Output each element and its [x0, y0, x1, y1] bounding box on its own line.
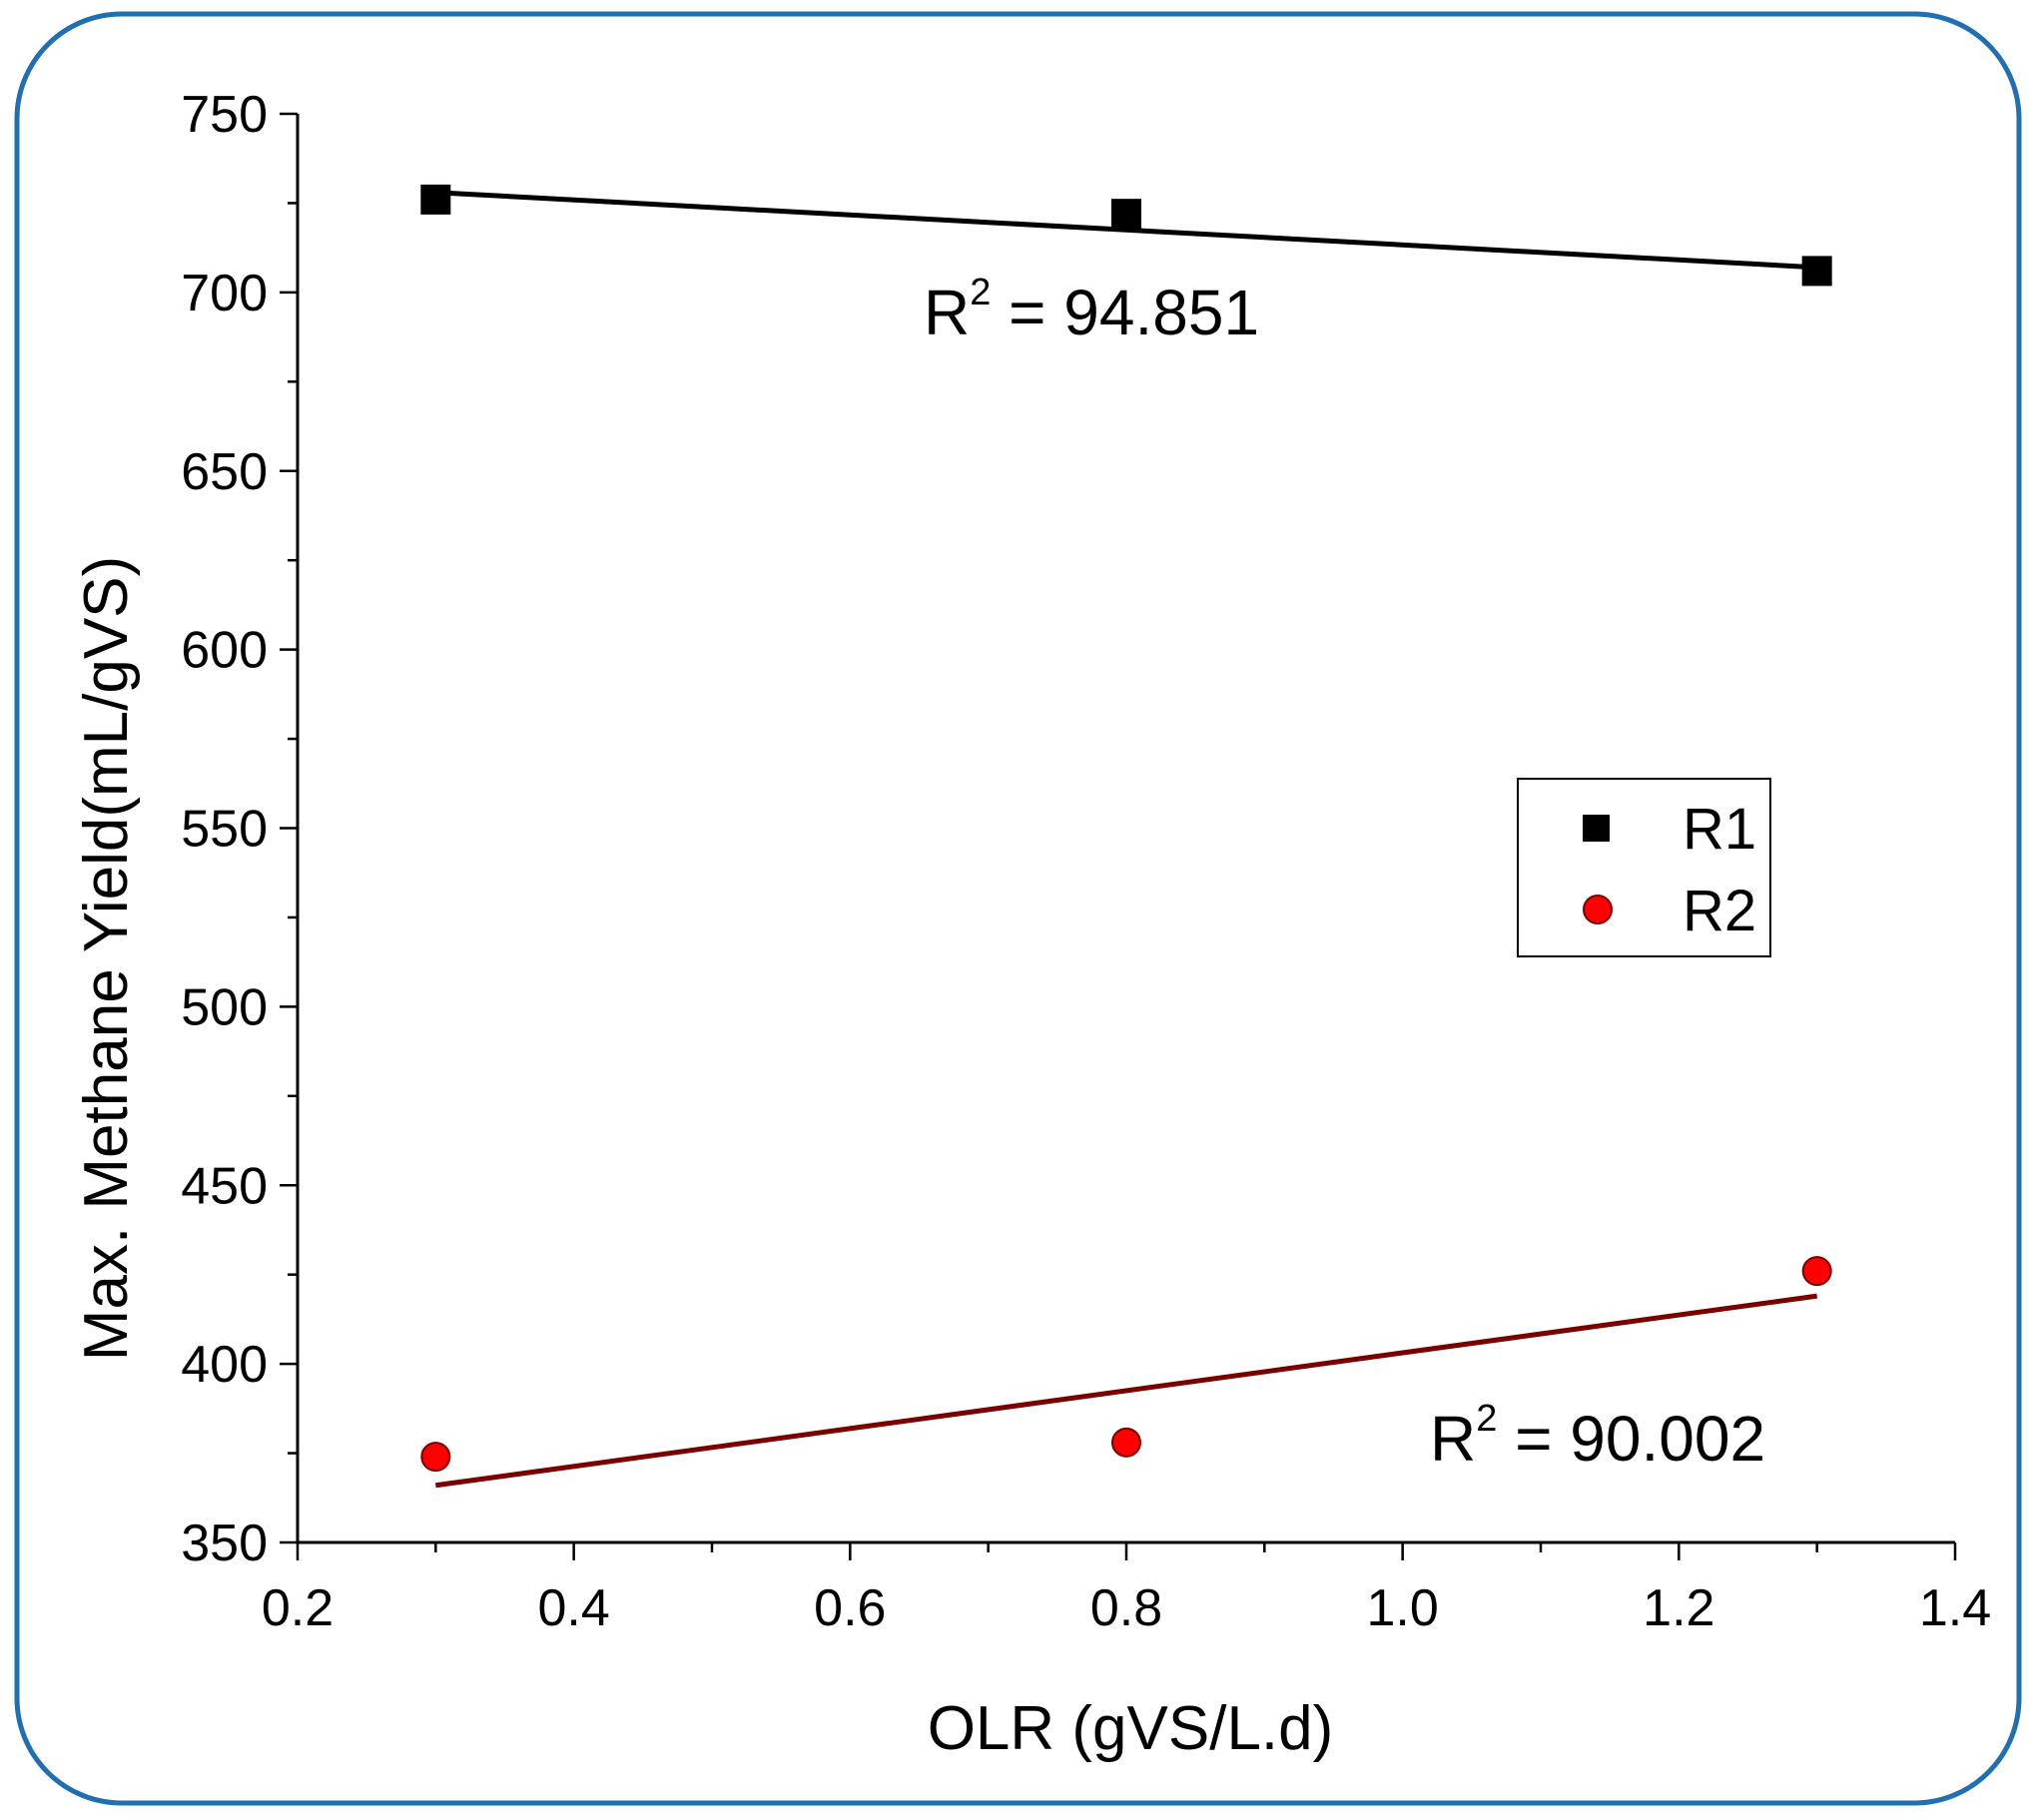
y-tick-label: 700	[181, 265, 268, 322]
r2-annotation-sup: 2	[1476, 1398, 1497, 1440]
r1-r-squared-annotation: R2 = 94.851	[924, 272, 1259, 348]
x-tick-label: 0.8	[1090, 1579, 1162, 1637]
data-point-r2	[1111, 1427, 1141, 1458]
y-tick-label: 350	[181, 1515, 268, 1572]
data-point-r2	[420, 1442, 451, 1473]
r2-annotation-base: R	[1430, 1403, 1476, 1475]
x-tick-label: 1.4	[1919, 1579, 1991, 1637]
legend-label-r2: R2	[1683, 879, 1756, 943]
y-tick-label: 600	[181, 622, 268, 680]
x-tick-label: 0.2	[262, 1579, 334, 1637]
legend-label-r1: R1	[1683, 797, 1756, 862]
legend: R1 R2	[1517, 778, 1771, 957]
x-axis-ticks: 0.2 0.4 0.6 0.8 1.0 1.2 1.4	[262, 1542, 1991, 1637]
fit-lines	[434, 190, 1818, 1489]
r1-annotation-base: R	[924, 277, 970, 348]
y-tick-label: 550	[181, 801, 268, 859]
y-tick-label: 650	[181, 443, 268, 501]
r2-r-squared-annotation: R2 = 90.002	[1430, 1398, 1765, 1475]
legend-marker-r2	[1583, 895, 1613, 924]
x-axis-title: OLR (gVS/L.d)	[928, 1694, 1334, 1763]
legend-box	[1517, 778, 1771, 957]
fit-line-r2	[434, 1293, 1818, 1489]
data-points	[420, 184, 1832, 1473]
data-point-r1	[420, 184, 451, 215]
y-tick-label: 750	[181, 86, 268, 144]
data-point-r2	[1801, 1256, 1832, 1287]
r1-annotation-sup: 2	[970, 272, 991, 313]
x-tick-label: 1.0	[1367, 1579, 1439, 1637]
y-axis-ticks: 350 400 450 500 550 600 650 700 750	[181, 86, 298, 1572]
data-point-r1	[1111, 199, 1141, 230]
y-tick-label: 500	[181, 978, 268, 1036]
x-tick-label: 0.6	[814, 1579, 886, 1637]
x-tick-label: 0.4	[538, 1579, 610, 1637]
y-axis-title: Max. Methane Yield(mL/gVS)	[72, 556, 141, 1361]
r2-annotation-value: = 90.002	[1497, 1403, 1765, 1475]
data-point-r1	[1801, 256, 1832, 287]
x-tick-label: 1.2	[1643, 1579, 1714, 1637]
y-tick-label: 450	[181, 1157, 268, 1215]
chart-frame	[14, 11, 2022, 1806]
fit-line-r1	[435, 190, 1817, 271]
r1-annotation-value: = 94.851	[991, 277, 1259, 348]
y-tick-label: 400	[181, 1336, 268, 1394]
legend-marker-r1	[1583, 815, 1610, 842]
